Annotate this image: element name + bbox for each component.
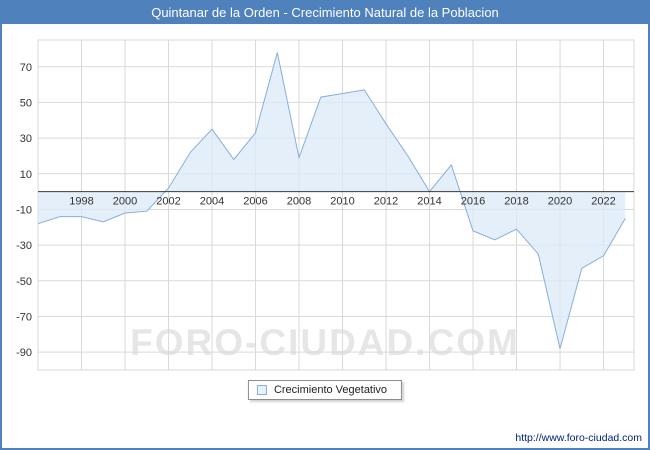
svg-text:2000: 2000	[113, 196, 137, 208]
svg-text:50: 50	[20, 97, 32, 109]
svg-text:-50: -50	[16, 276, 32, 288]
svg-text:30: 30	[20, 133, 32, 145]
svg-text:2004: 2004	[200, 196, 224, 208]
svg-text:2002: 2002	[156, 196, 180, 208]
svg-text:10: 10	[20, 169, 32, 181]
legend: Crecimiento Vegetativo	[247, 380, 403, 400]
svg-text:2014: 2014	[417, 196, 441, 208]
svg-text:2012: 2012	[374, 196, 398, 208]
svg-text:2022: 2022	[591, 196, 615, 208]
legend-swatch-icon	[256, 385, 267, 395]
area-chart: 70 50 30 10 -10 -30 -50 -70 -90 1998 2000 2002 2004 2…	[16, 39, 635, 371]
svg-text:1998: 1998	[69, 196, 93, 208]
svg-text:2006: 2006	[243, 196, 267, 208]
chart-title: Quintanar de la Orden - Crecimiento Natu…	[2, 2, 648, 24]
svg-text:2016: 2016	[461, 196, 485, 208]
legend-label: Crecimiento Vegetativo	[273, 384, 388, 396]
svg-text:2010: 2010	[330, 196, 354, 208]
svg-text:-10: -10	[16, 204, 32, 216]
svg-text:2020: 2020	[548, 196, 572, 208]
svg-text:-90: -90	[16, 347, 32, 359]
source-url[interactable]: http://www.foro-ciudad.com	[515, 432, 642, 444]
svg-text:2008: 2008	[287, 196, 311, 208]
svg-text:70: 70	[20, 62, 32, 74]
svg-text:2018: 2018	[504, 196, 528, 208]
watermark: FORO-CIUDAD.COM	[130, 322, 520, 363]
svg-text:-30: -30	[16, 240, 32, 252]
svg-text:-70: -70	[16, 311, 32, 323]
